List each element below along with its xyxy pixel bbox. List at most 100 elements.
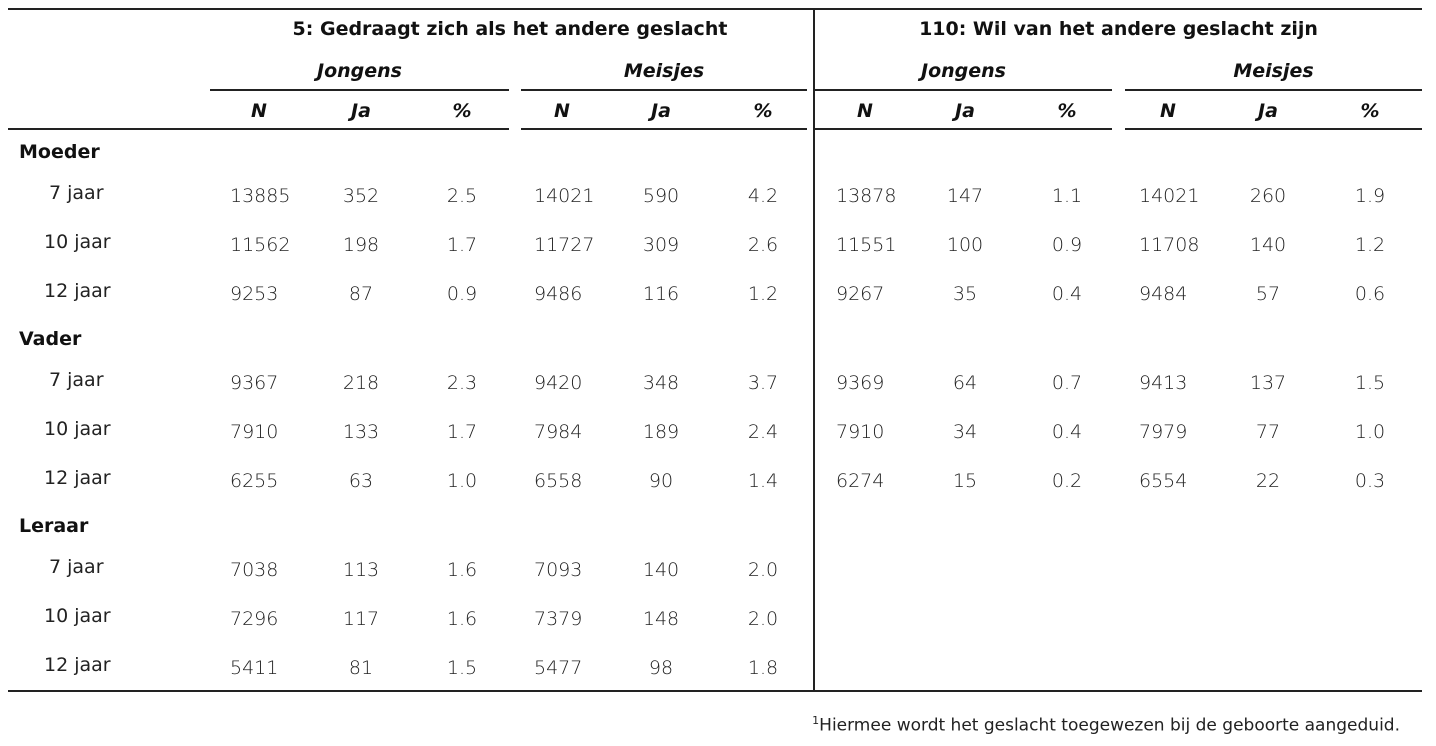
header-bottom-rule	[1125, 128, 1422, 130]
col-header-n: N	[1160, 100, 1176, 122]
table-cell: 0.7	[1051, 372, 1083, 394]
table-cell: 1.5	[446, 657, 478, 679]
table-cell: 7038	[230, 559, 279, 581]
table-cell: 260	[1249, 185, 1287, 207]
table-cell: 1.2	[747, 283, 779, 305]
table-cell: 0.3	[1354, 470, 1386, 492]
subgroup-rule	[1125, 89, 1422, 91]
col-header-n: N	[857, 100, 873, 122]
section-label-vader: Vader	[19, 328, 82, 350]
table-cell: 5411	[230, 657, 279, 679]
table-cell: 1.6	[446, 559, 478, 581]
table-cell: 11551	[836, 234, 897, 256]
table-cell: 1.1	[1051, 185, 1083, 207]
row-label-age: 7 jaar	[49, 182, 104, 204]
table-cell: 2.6	[747, 234, 779, 256]
table-cell: 9367	[230, 372, 279, 394]
table-cell: 81	[348, 657, 374, 679]
table-cell: 7379	[534, 608, 583, 630]
table-cell: 1.8	[747, 657, 779, 679]
footnote: 1Hiermee wordt het geslacht toegewezen b…	[812, 714, 1400, 736]
col-header-n: N	[251, 100, 267, 122]
table-cell: 22	[1255, 470, 1281, 492]
table-cell: 98	[648, 657, 674, 679]
header-bottom-rule	[815, 128, 1112, 130]
table-cell: 148	[642, 608, 680, 630]
table-cell: 4.2	[747, 185, 779, 207]
section-label-leraar: Leraar	[19, 515, 89, 537]
table-cell: 0.9	[446, 283, 478, 305]
row-label-age: 12 jaar	[44, 280, 111, 302]
footnote-mark: 1	[812, 714, 820, 727]
section-label-moeder: Moeder	[19, 141, 100, 163]
table-cell: 6554	[1139, 470, 1188, 492]
table-cell: 5477	[534, 657, 583, 679]
table-cell: 13878	[836, 185, 897, 207]
table-cell: 100	[946, 234, 984, 256]
col-header-ja: Ja	[955, 100, 975, 122]
table-cell: 7910	[230, 421, 279, 443]
col-header-n: N	[554, 100, 570, 122]
table-cell: 133	[342, 421, 380, 443]
top-rule	[8, 8, 1422, 10]
col-header-ja: Ja	[351, 100, 371, 122]
header-bottom-rule	[8, 128, 509, 130]
table-cell: 87	[348, 283, 374, 305]
table-cell: 137	[1249, 372, 1287, 394]
col-header-pct: %	[452, 100, 472, 122]
row-label-age: 12 jaar	[44, 654, 111, 676]
table-cell: 6274	[836, 470, 885, 492]
table-cell: 147	[946, 185, 984, 207]
row-label-age: 10 jaar	[44, 231, 111, 253]
table-cell: 13885	[230, 185, 291, 207]
table-cell: 9484	[1139, 283, 1188, 305]
table-cell: 0.9	[1051, 234, 1083, 256]
table-cell: 7296	[230, 608, 279, 630]
table-cell: 9369	[836, 372, 885, 394]
table-cell: 1.7	[446, 421, 478, 443]
table-cell: 11562	[230, 234, 291, 256]
row-label-age: 12 jaar	[44, 467, 111, 489]
table-cell: 9253	[230, 283, 279, 305]
table-cell: 2.4	[747, 421, 779, 443]
col-header-ja: Ja	[651, 100, 671, 122]
table-cell: 34	[952, 421, 978, 443]
row-label-age: 7 jaar	[49, 369, 104, 391]
table-cell: 6558	[534, 470, 583, 492]
table-cell: 113	[342, 559, 380, 581]
table-cell: 9267	[836, 283, 885, 305]
table-cell: 352	[342, 185, 380, 207]
table-cell: 7910	[836, 421, 885, 443]
table-cell: 140	[642, 559, 680, 581]
group-title-behaves: 5: Gedraagt zich als het andere geslacht	[292, 18, 728, 40]
table-cell: 1.6	[446, 608, 478, 630]
table-cell: 3.7	[747, 372, 779, 394]
col-header-pct: %	[1057, 100, 1077, 122]
table-cell: 198	[342, 234, 380, 256]
subgroup-rule	[815, 89, 1112, 91]
row-label-age: 7 jaar	[49, 556, 104, 578]
table-cell: 348	[642, 372, 680, 394]
table-cell: 15	[952, 470, 978, 492]
table-cell: 2.0	[747, 608, 779, 630]
table-cell: 64	[952, 372, 978, 394]
table-cell: 0.6	[1354, 283, 1386, 305]
col-header-pct: %	[753, 100, 773, 122]
table-cell: 0.2	[1051, 470, 1083, 492]
table-cell: 1.5	[1354, 372, 1386, 394]
table-cell: 9486	[534, 283, 583, 305]
table-cell: 35	[952, 283, 978, 305]
subgroup-boys: Jongens	[921, 60, 1006, 82]
row-label-age: 10 jaar	[44, 605, 111, 627]
table-cell: 57	[1255, 283, 1281, 305]
table-cell: 590	[642, 185, 680, 207]
table-cell: 1.9	[1354, 185, 1386, 207]
table-cell: 2.0	[747, 559, 779, 581]
table-cell: 9413	[1139, 372, 1188, 394]
subgroup-boys: Jongens	[317, 60, 402, 82]
group-title-wants-to-be: 110: Wil van het andere geslacht zijn	[919, 18, 1318, 40]
table-cell: 77	[1255, 421, 1281, 443]
table-cell: 309	[642, 234, 680, 256]
footnote-text: Hiermee wordt het geslacht toegewezen bi…	[819, 715, 1400, 736]
table-cell: 189	[642, 421, 680, 443]
